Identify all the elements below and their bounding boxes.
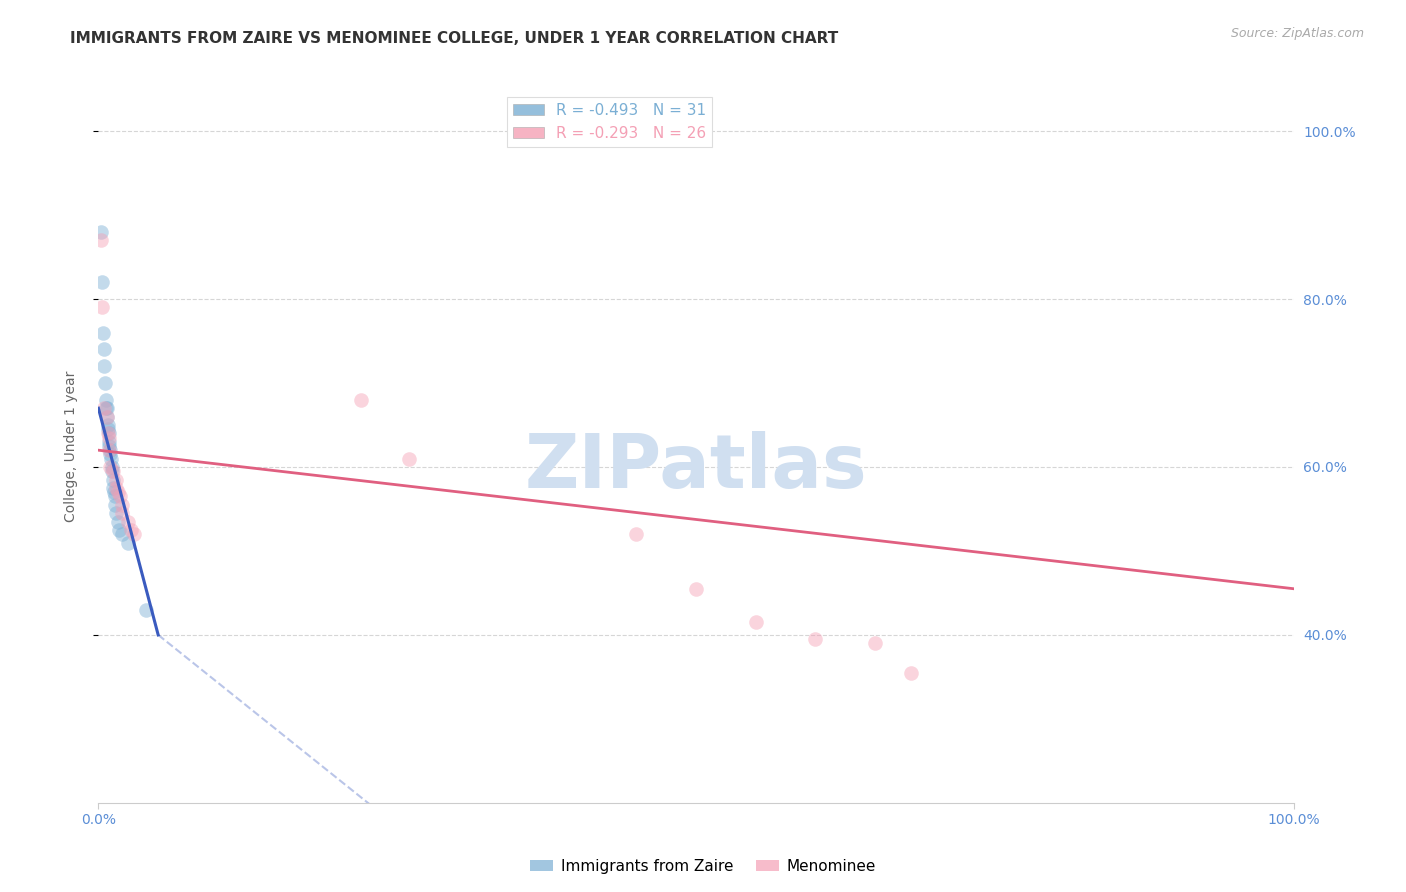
Point: [90, 233, 112, 247]
Point: [96, 401, 118, 416]
Point: [135, 603, 157, 617]
Point: [93, 343, 115, 357]
Point: [93, 401, 115, 416]
Legend: Immigrants from Zaire, Menominee: Immigrants from Zaire, Menominee: [524, 853, 882, 880]
Text: IMMIGRANTS FROM ZAIRE VS MENOMINEE COLLEGE, UNDER 1 YEAR CORRELATION CHART: IMMIGRANTS FROM ZAIRE VS MENOMINEE COLLE…: [70, 31, 838, 46]
Point: [93, 359, 115, 374]
Point: [350, 392, 373, 407]
Point: [100, 460, 122, 475]
Point: [96, 409, 118, 424]
Point: [97, 422, 120, 436]
Point: [98, 439, 121, 453]
Point: [90, 225, 112, 239]
Point: [111, 527, 134, 541]
Point: [101, 473, 124, 487]
Point: [100, 464, 122, 478]
Point: [105, 473, 128, 487]
Point: [398, 451, 420, 466]
Y-axis label: College, Under 1 year: College, Under 1 year: [63, 370, 77, 522]
Point: [94, 392, 117, 407]
Point: [91, 326, 114, 340]
Point: [685, 582, 707, 596]
Point: [900, 665, 922, 680]
Point: [91, 301, 114, 315]
Point: [103, 481, 125, 495]
Point: [98, 447, 122, 461]
Point: [91, 275, 114, 289]
Point: [98, 443, 122, 458]
Point: [94, 376, 117, 390]
Point: [100, 451, 122, 466]
Point: [101, 464, 124, 478]
Point: [117, 515, 139, 529]
Point: [103, 485, 125, 500]
Point: [97, 426, 120, 441]
Point: [105, 506, 128, 520]
Point: [98, 431, 121, 445]
Text: Source: ZipAtlas.com: Source: ZipAtlas.com: [1230, 27, 1364, 40]
Point: [107, 523, 129, 537]
Point: [111, 498, 134, 512]
Point: [124, 527, 146, 541]
Point: [97, 426, 120, 441]
Point: [626, 527, 648, 541]
Legend: R = -0.493   N = 31, R = -0.293   N = 26: R = -0.493 N = 31, R = -0.293 N = 26: [508, 97, 713, 146]
Point: [98, 434, 121, 449]
Point: [120, 523, 142, 537]
Text: ZIPatlas: ZIPatlas: [524, 431, 868, 504]
Point: [117, 535, 139, 549]
Point: [105, 481, 128, 495]
Point: [107, 515, 129, 529]
Point: [111, 506, 134, 520]
Point: [108, 489, 131, 503]
Point: [96, 401, 118, 416]
Point: [98, 443, 121, 458]
Point: [745, 615, 768, 630]
Point: [103, 489, 125, 503]
Point: [96, 409, 118, 424]
Point: [804, 632, 827, 646]
Point: [98, 460, 122, 475]
Point: [97, 417, 120, 432]
Point: [104, 498, 127, 512]
Point: [107, 485, 129, 500]
Point: [863, 636, 887, 650]
